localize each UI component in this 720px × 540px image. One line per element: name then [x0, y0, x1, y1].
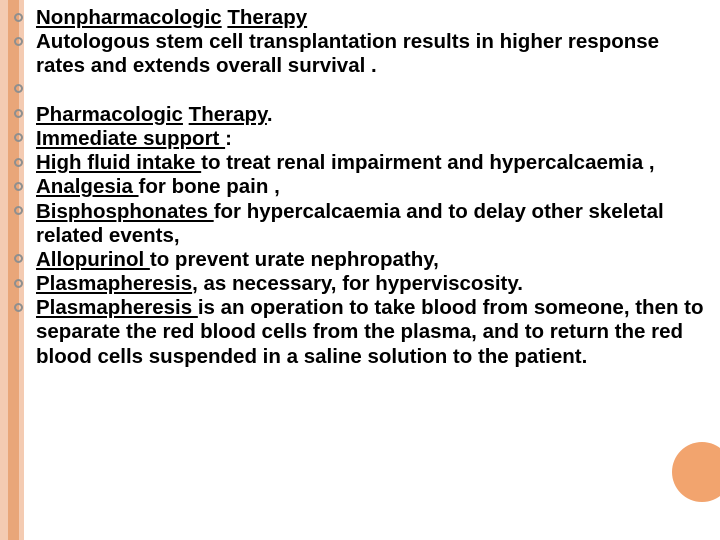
bullet-item: Allopurinol to prevent urate nephropathy… — [36, 248, 712, 272]
left-stripe-2 — [8, 0, 19, 540]
text-run: Plasmapheresis — [36, 272, 192, 295]
text-run: : — [225, 127, 232, 150]
text-run: Nonpharmacologic — [36, 6, 222, 29]
text-run: for bone pain , — [139, 175, 280, 198]
bullet-list: Nonpharmacologic TherapyAutologous stem … — [36, 6, 712, 369]
bullet-item: High fluid intake to treat renal impairm… — [36, 151, 712, 175]
bullet-item: Bisphosphonates for hypercalcaemia and t… — [36, 200, 712, 248]
bullet-item — [36, 79, 712, 103]
bullet-item: Nonpharmacologic Therapy — [36, 6, 712, 30]
left-stripe-3 — [19, 0, 24, 540]
decor-circle — [672, 442, 720, 502]
text-run: . — [267, 103, 273, 126]
text-run: High fluid intake — [36, 151, 201, 174]
left-stripe-1 — [0, 0, 8, 540]
text-run: Analgesia — [36, 175, 139, 198]
text-run: , as necessary, for hyperviscosity. — [192, 272, 523, 295]
text-run: Plasmapheresis — [36, 296, 198, 319]
text-run: Autologous stem cell transplantation res… — [36, 30, 659, 77]
text-run: Therapy — [227, 6, 307, 29]
text-run: Bisphosphonates — [36, 200, 214, 223]
bullet-item: Plasmapheresis is an operation to take b… — [36, 296, 712, 369]
text-run: Therapy — [189, 103, 267, 126]
text-run: Pharmacologic — [36, 103, 183, 126]
bullet-item: Plasmapheresis, as necessary, for hyperv… — [36, 272, 712, 296]
slide: Nonpharmacologic TherapyAutologous stem … — [0, 0, 720, 540]
text-run: Immediate support — [36, 127, 225, 150]
bullet-item: Analgesia for bone pain , — [36, 175, 712, 199]
bullet-item: Autologous stem cell transplantation res… — [36, 30, 712, 78]
content-area: Nonpharmacologic TherapyAutologous stem … — [36, 6, 712, 369]
bullet-item: Immediate support : — [36, 127, 712, 151]
text-run: Allopurinol — [36, 248, 150, 271]
text-run: to prevent urate nephropathy, — [150, 248, 439, 271]
bullet-item: Pharmacologic Therapy. — [36, 103, 712, 127]
text-run: to treat renal impairment and hypercalca… — [201, 151, 654, 174]
